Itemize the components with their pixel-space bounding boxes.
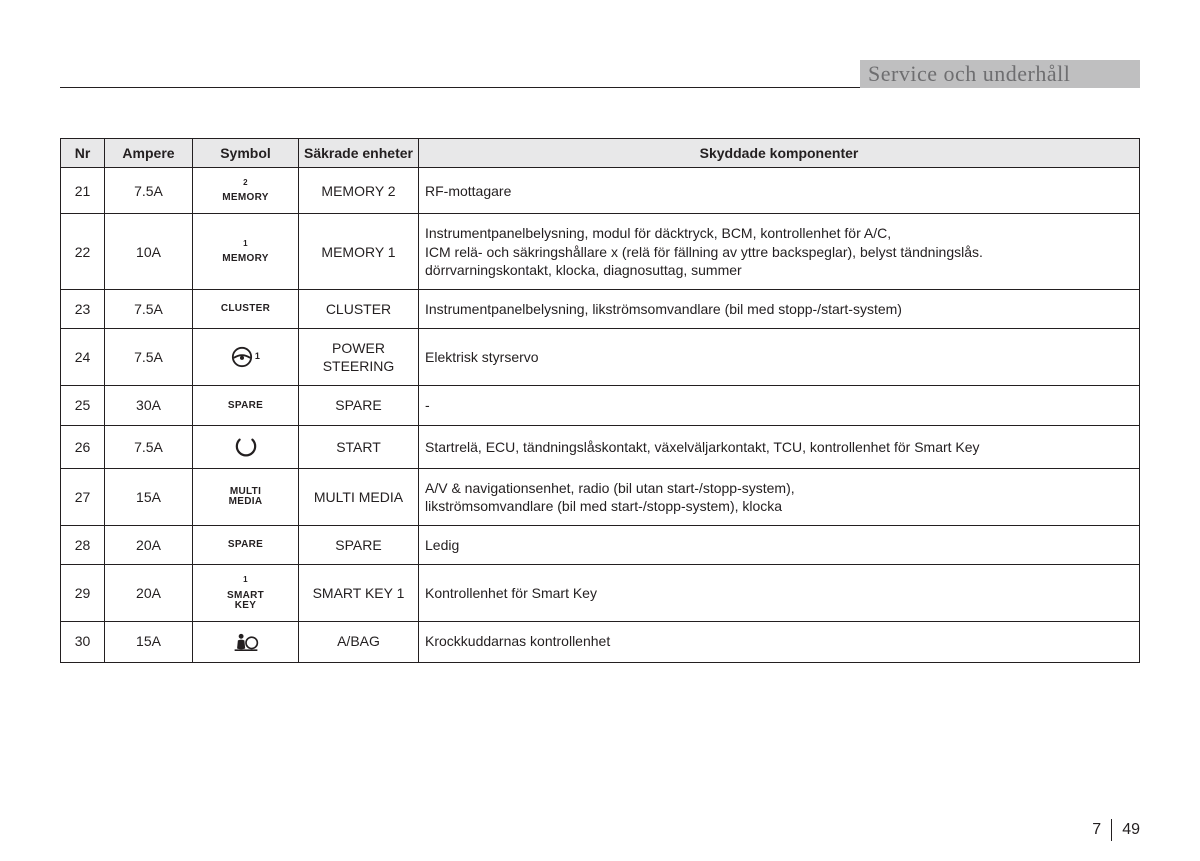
cell-nr: 23 [61,289,105,328]
cell-secured: MULTI MEDIA [299,468,419,525]
cell-components: RF-mottagare [419,168,1140,214]
col-protected: Skyddade komponenter [419,139,1140,168]
cell-secured: SPARE [299,526,419,565]
cell-ampere: 7.5A [105,425,193,468]
cell-secured: MEMORY 1 [299,214,419,290]
cell-components: Instrumentpanelbelysning, likströmsomvan… [419,289,1140,328]
cell-components: - [419,386,1140,425]
cell-secured: SPARE [299,386,419,425]
page-footer: 7 49 [1092,819,1140,841]
cell-ampere: 7.5A [105,329,193,386]
table-row: 247.5A1POWER STEERINGElektrisk styrservo [61,329,1140,386]
cell-symbol: SPARE [193,386,299,425]
section-title: Service och underhåll [868,61,1070,87]
cell-nr: 22 [61,214,105,290]
cell-components: Startrelä, ECU, tändningslåskontakt, väx… [419,425,1140,468]
cell-nr: 21 [61,168,105,214]
table-row: 217.5A2MEMORYMEMORY 2RF-mottagare [61,168,1140,214]
cell-ampere: 15A [105,468,193,525]
table-row: 267.5A STARTStartrelä, ECU, tändningslåsk… [61,425,1140,468]
cell-symbol: 1 [193,329,299,386]
col-symbol: Symbol [193,139,299,168]
cell-symbol: MULTIMEDIA [193,468,299,525]
cell-ampere: 20A [105,526,193,565]
table-row: 2715AMULTIMEDIAMULTI MEDIAA/V & navigati… [61,468,1140,525]
cell-secured: CLUSTER [299,289,419,328]
cell-components: Kontrollenhet för Smart Key [419,565,1140,621]
page-number: 49 [1112,821,1140,839]
steering-icon [231,352,253,363]
col-ampere: Ampere [105,139,193,168]
airbag-icon [233,636,259,647]
cell-symbol [193,621,299,662]
start-icon [235,441,257,452]
cell-ampere: 15A [105,621,193,662]
table-body: 217.5A2MEMORYMEMORY 2RF-mottagare2210A1M… [61,168,1140,663]
cell-components: Elektrisk styrservo [419,329,1140,386]
table-row: 2210A1MEMORYMEMORY 1Instrumentpanelbelys… [61,214,1140,290]
header-rule [60,87,860,88]
cell-nr: 30 [61,621,105,662]
cell-ampere: 30A [105,386,193,425]
cell-symbol: 2MEMORY [193,168,299,214]
cell-components: Ledig [419,526,1140,565]
cell-components: Krockkuddarnas kontrollenhet [419,621,1140,662]
cell-nr: 25 [61,386,105,425]
table-row: 2920A1SMARTKEYSMART KEY 1Kontrollenhet f… [61,565,1140,621]
cell-ampere: 7.5A [105,168,193,214]
cell-secured: A/BAG [299,621,419,662]
table-row: 3015A A/BAGKrockkuddarnas kontrollenhet [61,621,1140,662]
page-header: Service och underhåll [60,60,1140,88]
cell-symbol: CLUSTER [193,289,299,328]
cell-nr: 24 [61,329,105,386]
cell-nr: 27 [61,468,105,525]
table-row: 2530ASPARESPARE- [61,386,1140,425]
col-secured: Säkrade enheter [299,139,419,168]
cell-ampere: 7.5A [105,289,193,328]
cell-components: A/V & navigationsenhet, radio (bil utan … [419,468,1140,525]
cell-secured: MEMORY 2 [299,168,419,214]
chapter-number: 7 [1092,821,1111,839]
table-row: 237.5ACLUSTERCLUSTERInstrumentpanelbelys… [61,289,1140,328]
cell-secured: POWER STEERING [299,329,419,386]
fuse-table: Nr Ampere Symbol Säkrade enheter Skyddad… [60,138,1140,663]
cell-nr: 26 [61,425,105,468]
cell-symbol: SPARE [193,526,299,565]
fuse-table-wrap: Nr Ampere Symbol Säkrade enheter Skyddad… [60,138,1140,663]
cell-ampere: 20A [105,565,193,621]
cell-symbol [193,425,299,468]
cell-secured: START [299,425,419,468]
cell-symbol: 1MEMORY [193,214,299,290]
cell-nr: 28 [61,526,105,565]
header-bar: Service och underhåll [860,60,1140,88]
table-head: Nr Ampere Symbol Säkrade enheter Skyddad… [61,139,1140,168]
cell-symbol: 1SMARTKEY [193,565,299,621]
table-row: 2820ASPARESPARELedig [61,526,1140,565]
cell-nr: 29 [61,565,105,621]
cell-secured: SMART KEY 1 [299,565,419,621]
col-nr: Nr [61,139,105,168]
cell-components: Instrumentpanelbelysning, modul för däck… [419,214,1140,290]
cell-ampere: 10A [105,214,193,290]
